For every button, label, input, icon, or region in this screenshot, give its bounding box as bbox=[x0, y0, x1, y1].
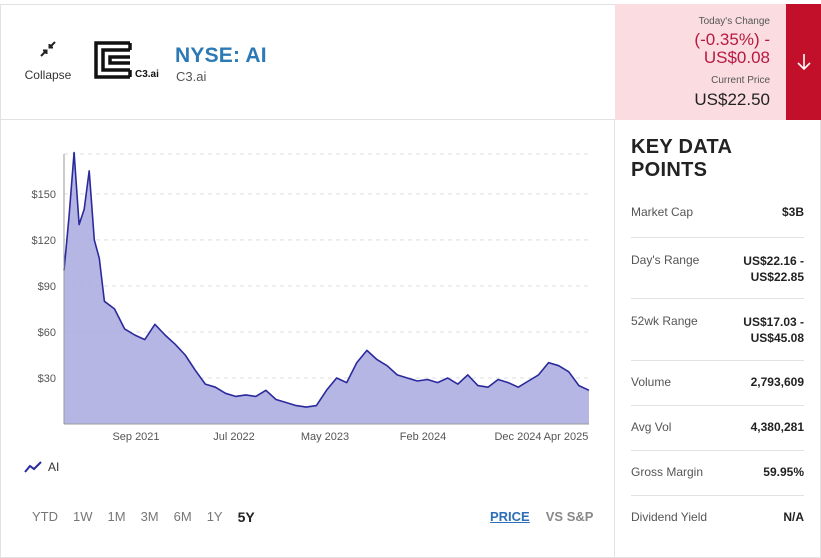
y-tick-label: $30 bbox=[38, 373, 56, 385]
y-tick-label: $60 bbox=[38, 327, 56, 339]
key-data-value: $3B bbox=[781, 205, 804, 219]
key-data-row-52wk-range: 52wk Range US$17.03 - US$45.08 bbox=[631, 299, 804, 361]
price-chart: $150 $120 $90 $60 $30 Sep 2021 Jul 2022 May 202… bbox=[0, 121, 614, 558]
range-ytd[interactable]: YTD bbox=[32, 509, 58, 524]
company-name: C3.ai bbox=[176, 69, 207, 84]
key-data-value: US$22.16 - US$22.85 bbox=[743, 254, 804, 284]
price-panel: Today's Change (-0.35%) - US$0.08 Curren… bbox=[615, 4, 786, 120]
x-tick-label: May 2023 bbox=[301, 431, 349, 443]
price-direction-indicator bbox=[786, 4, 821, 120]
chart-legend[interactable]: AI bbox=[24, 460, 59, 474]
logo-text: C3.ai bbox=[135, 69, 159, 79]
key-data-value: 2,793,609 bbox=[750, 375, 804, 389]
key-data-row-avg-vol: Avg Vol 4,380,281 bbox=[631, 406, 804, 451]
x-tick-label: Sep 2021 bbox=[112, 431, 159, 443]
y-tick-label: $120 bbox=[32, 235, 56, 247]
key-data-list: Market Cap $3B Day's Range US$22.16 - US… bbox=[631, 192, 804, 541]
collapse-label: Collapse bbox=[24, 68, 72, 82]
quote-header: Collapse C3.ai NYSE: AI C3.ai bbox=[0, 4, 615, 120]
key-data-label: Day's Range bbox=[631, 253, 700, 267]
key-data-value: US$17.03 - US$45.08 bbox=[743, 315, 804, 345]
key-data-row-market-cap: Market Cap $3B bbox=[631, 192, 804, 238]
key-data-value: 4,380,281 bbox=[750, 420, 804, 434]
range-selector: YTD 1W 1M 3M 6M 1Y 5Y bbox=[32, 509, 255, 525]
key-data-row-days-range: Day's Range US$22.16 - US$22.85 bbox=[631, 238, 804, 299]
change-percent: (-0.35%) - bbox=[694, 30, 770, 49]
chart-canvas[interactable]: $150 $120 $90 $60 $30 Sep 2021 Jul 2022 May 202… bbox=[0, 121, 614, 451]
key-data-row-volume: Volume 2,793,609 bbox=[631, 361, 804, 406]
change-value: US$0.08 bbox=[703, 48, 770, 67]
ticker-symbol: NYSE: AI bbox=[175, 44, 267, 67]
current-price-label: Current Price bbox=[711, 75, 770, 86]
range-5y[interactable]: 5Y bbox=[237, 509, 255, 525]
key-data-label: Gross Margin bbox=[631, 465, 704, 479]
key-data-value: N/A bbox=[783, 510, 804, 524]
key-data-value: 59.95% bbox=[763, 465, 804, 479]
range-1w[interactable]: 1W bbox=[73, 509, 93, 524]
key-data-row-dividend-yield: Dividend Yield N/A bbox=[631, 496, 804, 541]
series-line-ai bbox=[63, 151, 590, 408]
series-area-ai bbox=[64, 152, 589, 424]
key-data-label: 52wk Range bbox=[631, 314, 698, 328]
x-tick-label: Apr 2025 bbox=[544, 431, 589, 443]
collapse-icon bbox=[40, 41, 56, 57]
company-logo: C3.ai bbox=[94, 41, 162, 84]
mode-vs-sp-tab[interactable]: VS S&P bbox=[545, 509, 594, 524]
key-data-label: Avg Vol bbox=[631, 420, 672, 434]
key-data-label: Volume bbox=[631, 375, 672, 389]
range-6m[interactable]: 6M bbox=[173, 509, 192, 524]
chart-mode-selector: PRICE VS S&P bbox=[490, 509, 593, 524]
panel-divider bbox=[614, 120, 615, 558]
line-trend-icon bbox=[24, 461, 42, 473]
y-tick-label: $90 bbox=[38, 281, 56, 293]
key-data-label: Market Cap bbox=[631, 205, 694, 219]
range-1m[interactable]: 1M bbox=[107, 509, 126, 524]
key-data-panel: KEY DATA POINTS Market Cap $3B Day's Ran… bbox=[631, 121, 804, 541]
x-tick-label: Dec 2024 bbox=[494, 431, 541, 443]
x-tick-label: Jul 2022 bbox=[213, 431, 255, 443]
key-data-row-gross-margin: Gross Margin 59.95% bbox=[631, 451, 804, 496]
todays-change-label: Today's Change bbox=[698, 16, 770, 27]
key-data-label: Dividend Yield bbox=[631, 510, 708, 524]
x-tick-label: Feb 2024 bbox=[400, 431, 446, 443]
y-tick-label: $150 bbox=[32, 189, 56, 201]
key-data-title: KEY DATA POINTS bbox=[631, 136, 732, 181]
range-1y[interactable]: 1Y bbox=[206, 509, 223, 524]
arrow-down-icon bbox=[796, 54, 811, 71]
legend-series-label: AI bbox=[48, 460, 60, 474]
mode-price-tab[interactable]: PRICE bbox=[490, 509, 530, 524]
current-price: US$22.50 bbox=[694, 90, 770, 109]
collapse-button[interactable]: Collapse bbox=[18, 40, 78, 82]
range-3m[interactable]: 3M bbox=[140, 509, 159, 524]
